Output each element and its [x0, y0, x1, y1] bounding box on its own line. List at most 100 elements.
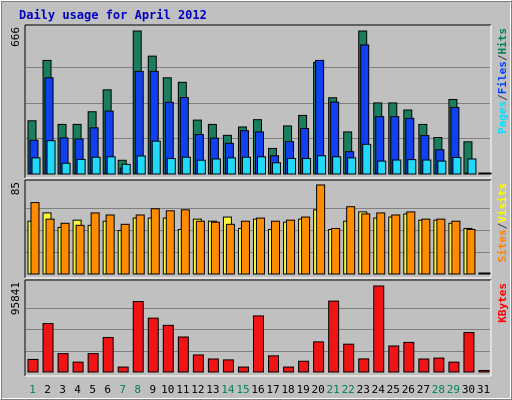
x-tick-label: 15 — [236, 383, 249, 396]
x-tick-label: 28 — [432, 383, 445, 396]
legend-entry: Pages — [496, 101, 509, 134]
legend-entry: Hits — [496, 28, 509, 55]
bar-kbytes-day-9 — [147, 317, 159, 373]
bar-sites-day-8 — [135, 214, 145, 275]
bar-kbytes-day-14 — [222, 359, 234, 373]
bar-sites-day-1 — [30, 202, 40, 275]
bar-pages-day-6 — [106, 156, 116, 175]
x-tick-label: 8 — [134, 383, 141, 396]
x-tick-label: 5 — [89, 383, 96, 396]
x-tick-label: 18 — [281, 383, 294, 396]
bar-sites-day-29 — [451, 220, 461, 275]
bar-kbytes-day-13 — [207, 358, 219, 373]
x-tick-label: 29 — [447, 383, 460, 396]
bar-kbytes-day-25 — [388, 345, 400, 373]
bar-pages-day-1 — [31, 157, 41, 175]
bar-kbytes-day-5 — [87, 353, 99, 373]
bar-sites-day-13 — [210, 221, 220, 275]
x-tick-label: 14 — [221, 383, 235, 396]
bar-pages-day-20 — [317, 155, 327, 175]
bar-kbytes-day-19 — [298, 360, 310, 373]
x-tick-label: 9 — [149, 383, 156, 396]
bar-pages-day-18 — [287, 158, 297, 175]
x-tick-label: 1 — [29, 383, 36, 396]
x-tick-label: 25 — [387, 383, 400, 396]
x-tick-label: 10 — [161, 383, 174, 396]
bar-sites-day-26 — [406, 211, 416, 275]
bar-kbytes-day-15 — [237, 366, 249, 373]
bar-pages-day-4 — [76, 158, 86, 175]
bar-kbytes-day-28 — [433, 357, 445, 373]
bar-sites-day-11 — [180, 209, 190, 275]
bar-pages-day-2 — [46, 140, 56, 175]
bar-kbytes-day-16 — [252, 315, 264, 373]
bar-sites-day-18 — [286, 219, 296, 275]
bar-kbytes-day-20 — [313, 341, 325, 373]
bar-kbytes-day-7 — [117, 366, 129, 373]
x-tick-label: 16 — [251, 383, 264, 396]
x-tick-label: 21 — [327, 383, 340, 396]
bar-pages-day-12 — [196, 159, 206, 175]
panel-legend: Sites/Visits — [496, 183, 509, 263]
x-tick-label: 19 — [296, 383, 309, 396]
bar-kbytes-day-17 — [268, 355, 280, 373]
bar-sites-day-27 — [421, 218, 431, 275]
y-axis-max-label: 666 — [9, 27, 22, 47]
bar-sites-day-31 — [481, 272, 491, 275]
x-tick-label: 22 — [342, 383, 355, 396]
bar-sites-day-24 — [376, 212, 386, 275]
bar-pages-day-22 — [347, 157, 357, 175]
bar-pages-day-19 — [302, 158, 312, 175]
bar-sites-day-23 — [361, 213, 371, 275]
bar-kbytes-day-22 — [343, 343, 355, 373]
y-axis-max-label: 85 — [9, 182, 22, 195]
bar-pages-day-27 — [422, 159, 432, 175]
bar-kbytes-day-4 — [72, 361, 84, 373]
bar-pages-day-13 — [211, 158, 221, 175]
chart-title: Daily usage for April 2012 — [19, 8, 207, 22]
bar-kbytes-day-21 — [328, 300, 340, 373]
bar-sites-day-21 — [331, 227, 341, 275]
x-tick-label: 17 — [266, 383, 279, 396]
legend-entry: / — [496, 54, 509, 61]
bar-kbytes-day-27 — [418, 358, 430, 373]
bar-sites-day-3 — [60, 222, 70, 275]
x-axis-day-labels: 1 2 3 4 5 6 7 8 9 10 11 12 13 14 15 16 17 18 19 20 21 22 23 24 2… — [29, 383, 490, 396]
bar-pages-day-21 — [332, 156, 342, 175]
x-tick-label: 13 — [206, 383, 219, 396]
x-tick-label: 23 — [357, 383, 370, 396]
bar-kbytes-day-23 — [358, 358, 370, 373]
bar-pages-day-24 — [377, 160, 387, 175]
bar-sites-day-5 — [90, 212, 100, 275]
bar-kbytes-day-6 — [102, 336, 114, 373]
x-tick-label: 2 — [44, 383, 51, 396]
x-tick-label: 30 — [462, 383, 475, 396]
bar-pages-day-28 — [437, 160, 447, 175]
bar-kbytes-day-29 — [448, 361, 460, 373]
bar-pages-day-31 — [482, 172, 492, 175]
bar-sites-day-12 — [195, 220, 205, 275]
bar-sites-day-30 — [466, 228, 476, 275]
bar-pages-day-17 — [272, 162, 282, 175]
bar-sites-day-14 — [225, 223, 235, 275]
y-axis-max-label: 95841 — [9, 282, 22, 315]
bar-pages-day-15 — [241, 156, 251, 175]
x-tick-label: 27 — [417, 383, 430, 396]
bar-sites-day-15 — [240, 220, 250, 275]
bar-sites-day-9 — [150, 208, 160, 275]
bar-kbytes-day-12 — [192, 354, 204, 373]
bar-pages-day-29 — [452, 156, 462, 175]
bar-pages-day-10 — [166, 158, 176, 175]
bar-kbytes-day-8 — [132, 301, 144, 373]
bar-sites-day-17 — [271, 220, 281, 275]
x-tick-label: 3 — [59, 383, 66, 396]
bar-sites-day-25 — [391, 214, 401, 275]
bar-pages-day-11 — [181, 156, 191, 175]
panel-sites-visits: 85 Sites/Visits — [9, 179, 509, 279]
bar-kbytes-day-30 — [463, 332, 475, 373]
bar-pages-day-16 — [256, 156, 266, 175]
